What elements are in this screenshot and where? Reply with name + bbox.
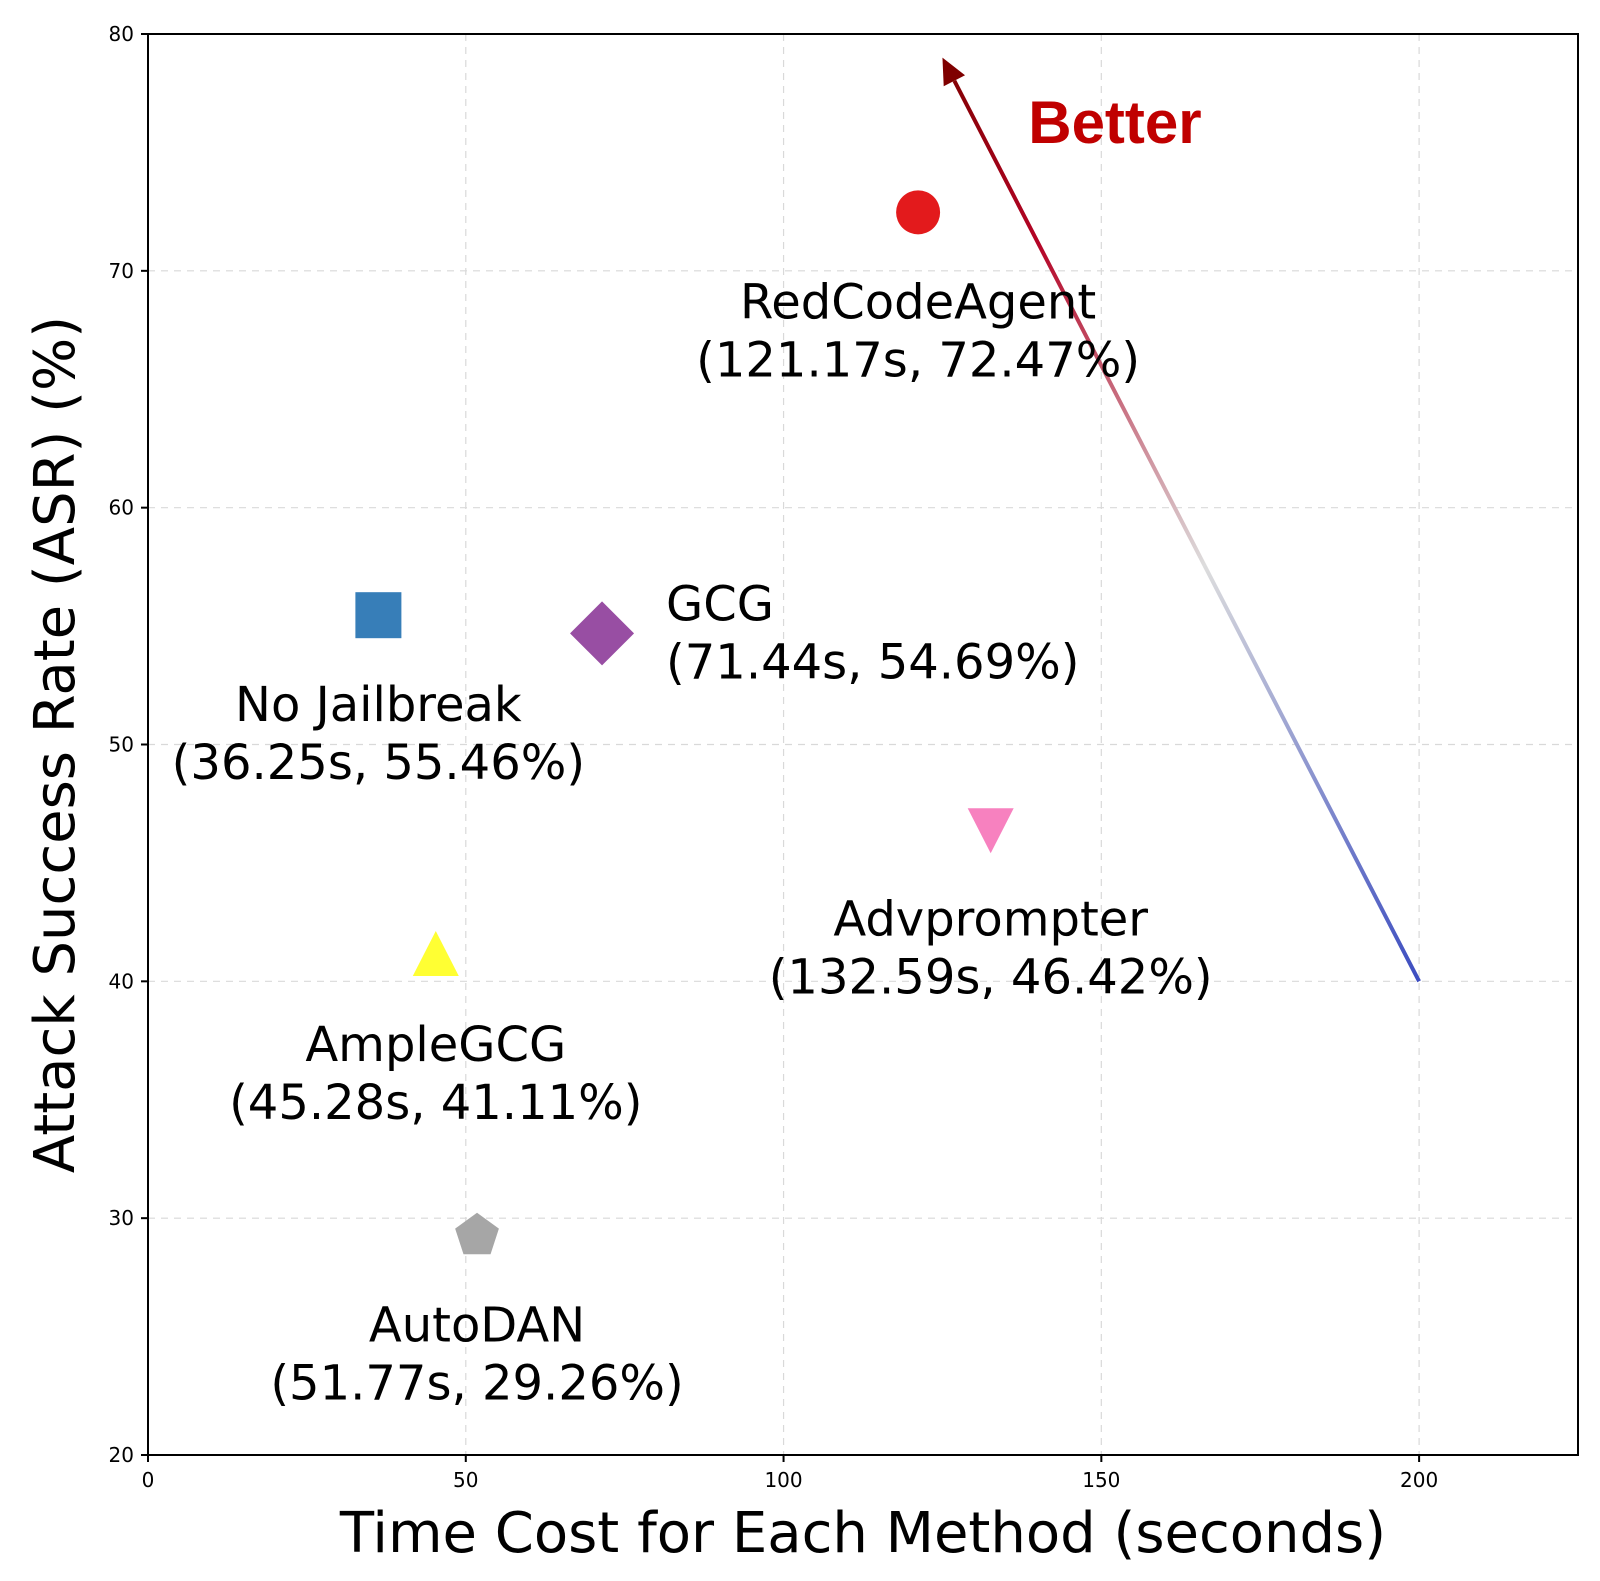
axis-ticks: 0 50 100 150 200 20 30 40 50 60 70 80 [109,22,1439,1492]
redcodeagent-marker [896,190,941,235]
gcg-name-label: GCG [666,576,774,632]
y-tick-label: 50 [109,733,134,757]
redcodeagent-name-label: RedCodeAgent [740,274,1096,330]
no-jailbreak-coords-label: (36.25s, 55.46%) [172,735,585,791]
autodan-name-label: AutoDAN [369,1298,585,1354]
advprompter-coords-label: (132.59s, 46.42%) [769,949,1213,1005]
plot-frame [147,33,1579,1456]
autodan-coords-label: (51.77s, 29.26%) [270,1356,683,1412]
y-tick-label: 80 [109,22,134,46]
y-axis-title: Attack Success Rate (ASR) (%) [23,316,88,1173]
better-arrow [942,57,1421,983]
y-tick-label: 40 [109,969,134,993]
no-jailbreak-marker [355,592,402,639]
gcg-coords-label: (71.44s, 54.69%) [666,634,1079,690]
better-annotation: Better [1028,89,1201,156]
gcg-marker [570,601,635,666]
amplegcg-marker [412,931,459,977]
arrow-head [942,57,966,87]
autodan-marker [455,1212,499,1255]
x-axis-title: Time Cost for Each Method (seconds) [339,1501,1386,1566]
no-jailbreak-name-label: No Jailbreak [235,677,522,733]
advprompter-marker [967,808,1014,854]
point-labels: RedCodeAgent(121.17s, 72.47%) No Jailbrea… [172,274,1213,1411]
y-tick-label: 30 [109,1206,134,1230]
x-tick-label: 0 [142,1468,155,1492]
y-tick-label: 60 [109,496,134,520]
x-tick-label: 200 [1400,1468,1438,1492]
x-tick-label: 150 [1082,1468,1120,1492]
amplegcg-coords-label: (45.28s, 41.11%) [229,1075,642,1131]
y-tick-label: 20 [109,1443,134,1467]
amplegcg-name-label: AmpleGCG [305,1017,566,1073]
x-tick-label: 100 [764,1468,802,1492]
redcodeagent-coords-label: (121.17s, 72.47%) [696,332,1140,388]
y-tick-label: 70 [109,259,134,283]
data-markers [355,190,1014,1255]
arrow-shaft [952,79,1421,983]
grid-lines [148,34,1578,1455]
x-tick-label: 50 [453,1468,478,1492]
advprompter-name-label: Advprompter [833,891,1148,947]
